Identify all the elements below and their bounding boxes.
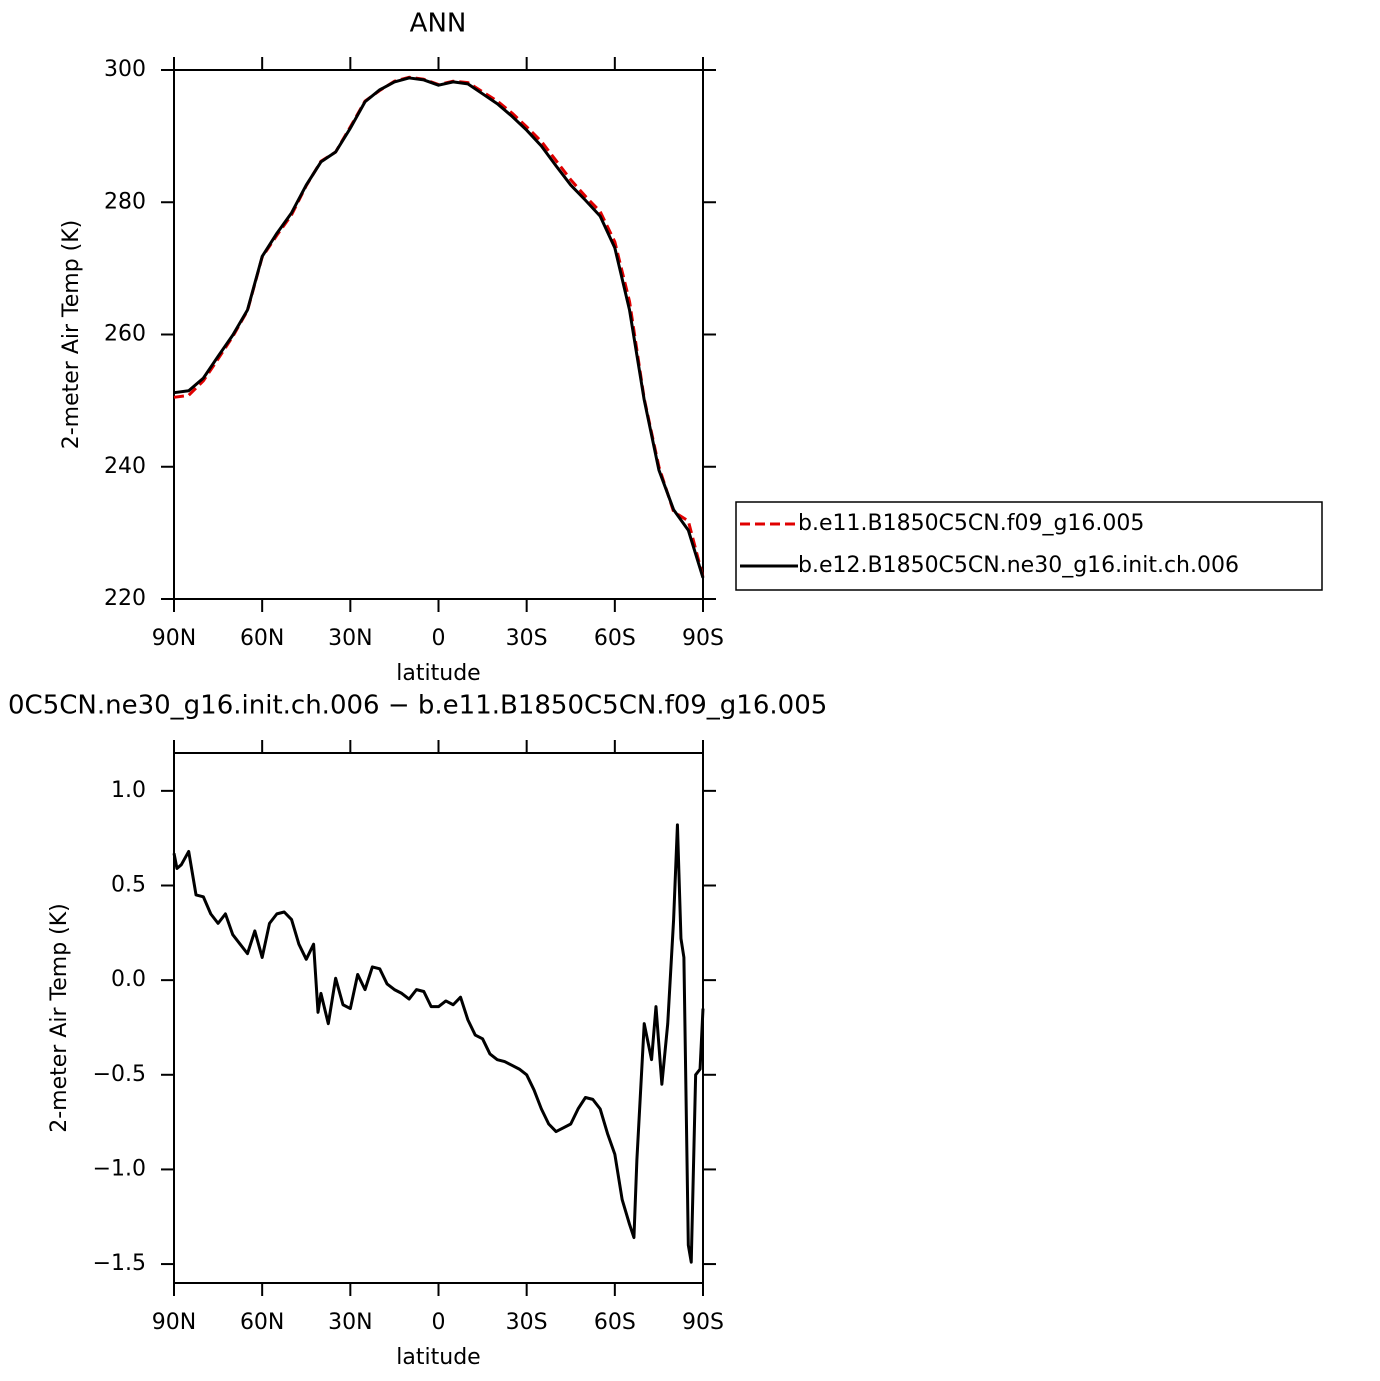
y-tick-label: −1.5 [93, 1251, 146, 1276]
y-tick-label: 280 [104, 189, 146, 214]
y-tick-label: 260 [104, 322, 146, 347]
x-tick-label: 60S [594, 626, 636, 651]
x-tick-label: 30S [506, 626, 548, 651]
chart-title: 0C5CN.ne30_g16.init.ch.006 − b.e11.B1850… [8, 691, 827, 721]
x-tick-label: 90N [152, 626, 196, 651]
x-tick-label: 30N [328, 1310, 372, 1335]
y-tick-label: 0.0 [111, 967, 146, 992]
x-tick-label: 30S [506, 1310, 548, 1335]
y-axis-label: 2-meter Air Temp (K) [47, 903, 72, 1133]
x-tick-label: 90S [682, 1310, 724, 1335]
y-tick-label: −0.5 [93, 1062, 146, 1087]
y-tick-label: −1.0 [93, 1156, 146, 1181]
x-tick-label: 0 [432, 1310, 446, 1335]
x-tick-label: 60N [240, 626, 284, 651]
x-tick-label: 0 [432, 626, 446, 651]
x-tick-label: 90S [682, 626, 724, 651]
x-tick-label: 60S [594, 1310, 636, 1335]
chart-title: ANN [410, 9, 467, 39]
y-tick-label: 240 [104, 454, 146, 479]
y-tick-label: 300 [104, 57, 146, 82]
data-line [173, 75, 705, 578]
legend-label: b.e11.B1850C5CN.f09_g16.005 [798, 511, 1144, 536]
data-line [173, 76, 705, 579]
y-tick-label: 220 [104, 586, 146, 611]
y-tick-label: 1.0 [111, 778, 146, 803]
x-tick-label: 30N [328, 626, 372, 651]
data-line [172, 823, 705, 1264]
x-tick-label: 60N [240, 1310, 284, 1335]
legend-box [735, 501, 1323, 591]
y-axis-label: 2-meter Air Temp (K) [59, 220, 84, 450]
x-axis-label: latitude [396, 1345, 480, 1370]
plot-frame [173, 69, 704, 600]
legend-label: b.e12.B1850C5CN.ne30_g16.init.ch.006 [798, 553, 1239, 578]
x-axis-label: latitude [396, 661, 480, 686]
y-tick-label: 0.5 [111, 873, 146, 898]
x-tick-label: 90N [152, 1310, 196, 1335]
